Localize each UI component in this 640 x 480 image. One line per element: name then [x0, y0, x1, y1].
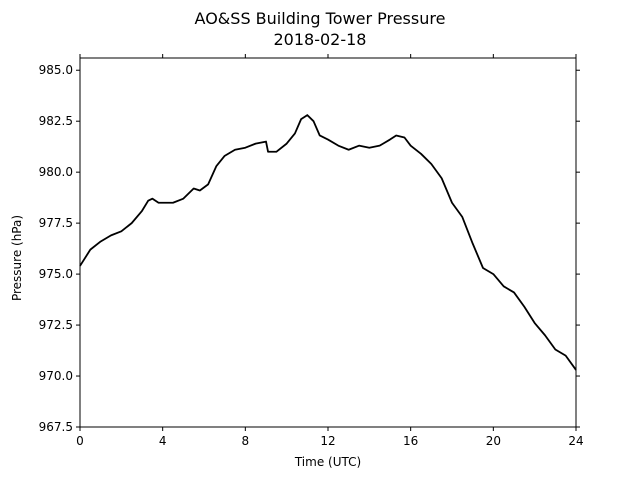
y-tick-label: 982.5: [39, 114, 73, 128]
x-tick-label: 24: [568, 434, 583, 448]
x-axis-ticks: 0 4 8 12 16 20 24: [76, 54, 584, 448]
y-tick-label: 972.5: [39, 318, 73, 332]
x-tick-label: 16: [403, 434, 418, 448]
x-tick-label: 0: [76, 434, 84, 448]
x-tick-label: 12: [320, 434, 335, 448]
y-tick-label: 985.0: [39, 63, 73, 77]
x-tick-label: 8: [242, 434, 250, 448]
y-axis-label: Pressure (hPa): [10, 215, 24, 301]
chart-title: AO&SS Building Tower Pressure: [195, 9, 446, 28]
y-tick-label: 980.0: [39, 165, 73, 179]
y-tick-label: 970.0: [39, 369, 73, 383]
y-tick-label: 967.5: [39, 420, 73, 434]
chart-subtitle: 2018-02-18: [274, 30, 367, 49]
pressure-series-line: [79, 114, 577, 371]
x-tick-label: 20: [486, 434, 501, 448]
y-axis-ticks: 967.5 970.0 972.5 975.0 977.5 980.0 982.5 985.0: [39, 63, 580, 434]
plot-area: 0 4 8 12 16 20 24 967.5 970.0 972.5 975.0 977.5 980…: [39, 54, 584, 448]
x-tick-label: 4: [159, 434, 167, 448]
plot-frame: [79, 57, 577, 428]
y-tick-label: 977.5: [39, 216, 73, 230]
y-tick-label: 975.0: [39, 267, 73, 281]
x-axis-label: Time (UTC): [294, 455, 361, 469]
